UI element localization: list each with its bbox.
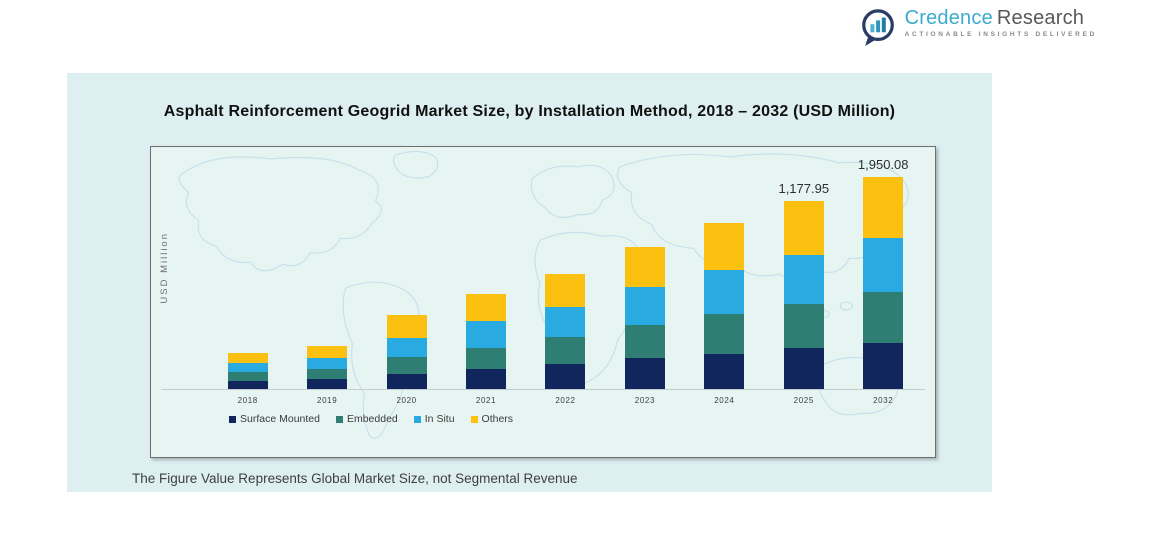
brand-tagline: ACTIONABLE INSIGHTS DELIVERED <box>904 31 1097 38</box>
x-tick-label: 2023 <box>634 396 655 405</box>
bar-segment <box>227 363 268 373</box>
bar-segment <box>863 238 904 293</box>
bar-segment <box>704 269 745 315</box>
legend-label: Others <box>481 413 514 425</box>
bar-segment <box>386 315 427 338</box>
bar-group <box>208 353 287 389</box>
x-tick-label: 2021 <box>475 396 497 405</box>
brand-logo: Credence Research ACTIONABLE INSIGHTS DEL… <box>859 8 1097 48</box>
bar-group: 1,177.95 <box>764 181 843 389</box>
bar-stack <box>227 353 268 389</box>
y-axis-title-wrap: USD Million <box>159 147 170 389</box>
bar-segment <box>704 354 745 389</box>
legend: Surface Mounted Embedded In Situ Others <box>229 413 513 425</box>
chart-frame: USD Million 1,177.95 1,950.08 2018 2019 202… <box>150 146 936 458</box>
brand-primary: Credence <box>904 7 993 29</box>
brand-secondary: Research <box>996 7 1085 29</box>
bar-segment <box>624 287 665 325</box>
bar-segment <box>307 346 348 359</box>
x-tick-label: 2018 <box>237 396 258 405</box>
legend-swatch <box>335 415 343 423</box>
bar-segment <box>307 358 348 370</box>
legend-swatch <box>470 415 478 423</box>
bar-segment <box>466 320 507 348</box>
x-axis-ticks: 2018 2019 2020 2021 2022 2023 2024 2025 2032 <box>208 396 923 405</box>
bar-segment <box>624 358 665 389</box>
plot-area: 1,177.95 1,950.08 <box>208 147 923 389</box>
bar-segment <box>545 307 586 337</box>
x-tick-label: 2020 <box>396 396 417 405</box>
bar-group: 1,950.08 <box>844 157 923 389</box>
x-tick-label: 2024 <box>714 396 735 405</box>
x-tick-label: 2022 <box>555 396 576 405</box>
bar-total-label: 1,950.08 <box>857 157 909 173</box>
bar-group <box>367 315 446 389</box>
bar-segment <box>863 177 904 239</box>
bar-segment <box>545 274 586 308</box>
chart-footnote: The Figure Value Represents Global Marke… <box>132 471 578 486</box>
brand-name: Credence Research ACTIONABLE INSIGHTS DEL… <box>905 8 1097 39</box>
bar-segment <box>545 364 586 389</box>
bar-stack <box>386 315 427 389</box>
x-axis-line <box>161 389 925 390</box>
bar-group <box>685 223 764 389</box>
bar-segment <box>783 348 824 389</box>
bar-segment <box>704 223 745 270</box>
bar-segment <box>386 374 427 389</box>
bar-group <box>605 247 684 389</box>
bar-segment <box>783 304 824 348</box>
bar-stack <box>545 274 586 389</box>
bar-segment <box>863 292 904 343</box>
bar-segment <box>227 372 268 381</box>
chart-panel: Asphalt Reinforcement Geogrid Market Siz… <box>67 73 992 492</box>
bar-segment <box>466 369 507 389</box>
bar-segment <box>386 337 427 358</box>
bar-segment <box>704 314 745 355</box>
bar-group <box>446 294 525 389</box>
bar-stack <box>783 201 824 389</box>
bar-stack <box>307 346 348 389</box>
legend-label: In Situ <box>424 413 455 425</box>
bar-segment <box>227 380 268 389</box>
bar-segment <box>307 369 348 380</box>
bar-segment <box>227 353 268 364</box>
legend-item: Surface Mounted <box>229 413 320 425</box>
bar-total-label: 1,177.95 <box>778 181 830 197</box>
legend-item: Others <box>470 413 514 425</box>
bar-group <box>287 346 366 389</box>
bar-stack <box>624 247 665 389</box>
bar-segment <box>624 247 665 288</box>
legend-item: Embedded <box>335 413 398 425</box>
y-axis-title: USD Million <box>159 232 170 304</box>
x-tick-label: 2025 <box>793 396 814 405</box>
bar-group <box>526 274 605 389</box>
legend-swatch <box>229 415 236 423</box>
bar-segment <box>466 347 507 370</box>
legend-swatch <box>413 415 421 423</box>
bar-segment <box>783 255 824 304</box>
bar-segment <box>863 342 904 389</box>
bar-stack <box>466 294 507 389</box>
bar-segment <box>466 294 507 321</box>
legend-label: Embedded <box>346 413 398 425</box>
x-tick-label: 2032 <box>873 396 894 405</box>
legend-item: In Situ <box>413 413 455 425</box>
bar-stack <box>863 177 904 389</box>
logo-bubble-chart-icon <box>861 9 894 47</box>
bar-segment <box>624 324 665 358</box>
bar-segment <box>545 336 586 365</box>
legend-label: Surface Mounted <box>240 413 320 425</box>
x-tick-label: 2019 <box>317 396 338 405</box>
bar-segment <box>386 357 427 375</box>
bar-segment <box>783 201 824 255</box>
bar-stack <box>704 223 745 389</box>
chart-title: Asphalt Reinforcement Geogrid Market Siz… <box>163 103 896 120</box>
bar-segment <box>307 379 348 389</box>
